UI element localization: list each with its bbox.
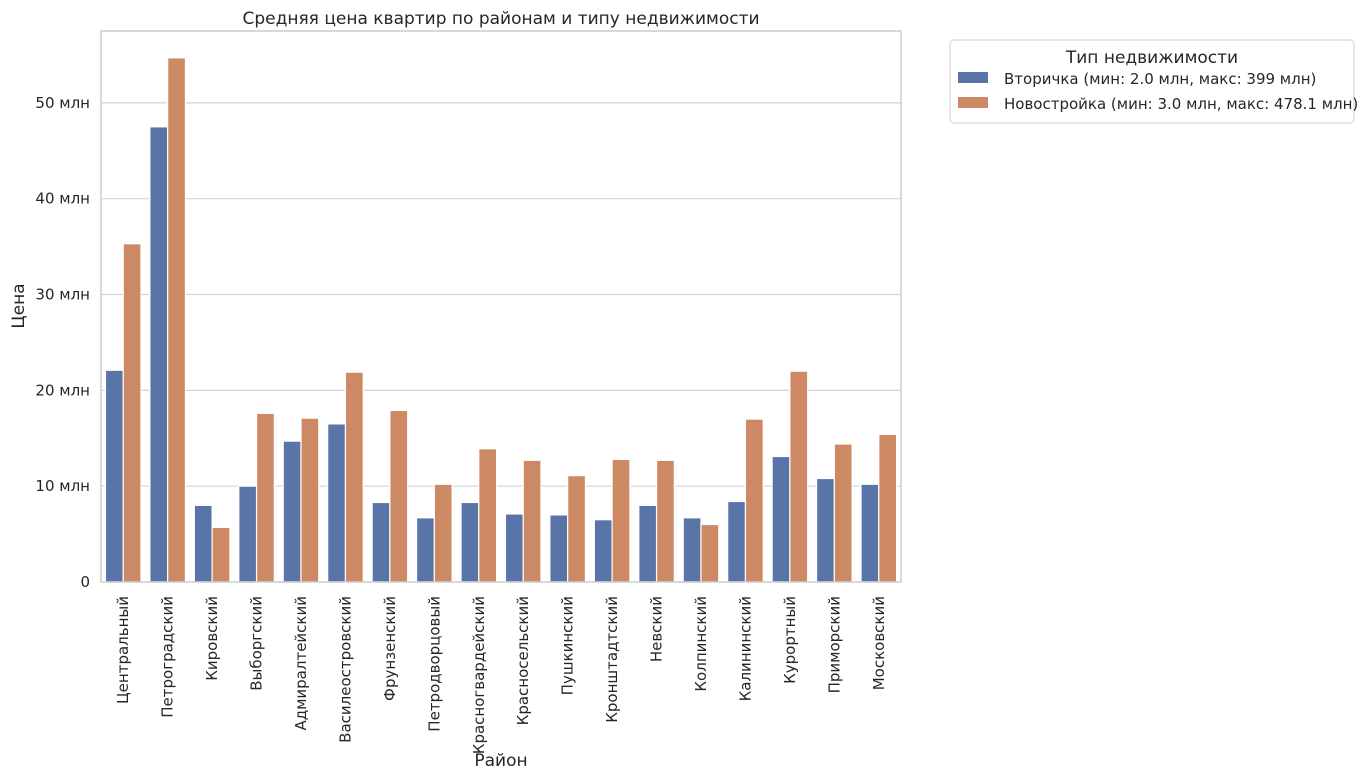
bar-new-build bbox=[433, 483, 453, 583]
legend-title: Тип недвижимости bbox=[1065, 48, 1238, 68]
legend-label-new-build: Новостройка (мин: 3.0 млн, макс: 478.1 м… bbox=[1004, 95, 1358, 113]
legend-label-secondary: Вторичка (мин: 2.0 млн, макс: 399 млн) bbox=[1004, 70, 1316, 88]
x-tick-label: Кронштадтский bbox=[603, 596, 621, 723]
x-tick-label: Кировский bbox=[203, 596, 221, 681]
y-tick-label: 20 млн bbox=[35, 381, 90, 399]
bar-new-build bbox=[833, 443, 853, 583]
bar-secondary bbox=[193, 504, 213, 583]
bar-secondary bbox=[860, 483, 880, 583]
legend: Тип недвижимости Вторичка (мин: 2.0 млн,… bbox=[949, 39, 1358, 124]
bar-secondary bbox=[682, 517, 702, 583]
bar-new-build bbox=[522, 459, 542, 583]
bar-secondary bbox=[815, 477, 835, 583]
x-tick-label: Выборгский bbox=[248, 596, 266, 691]
bar-new-build bbox=[389, 409, 409, 583]
bar-secondary bbox=[460, 501, 480, 583]
y-tick-label: 30 млн bbox=[35, 286, 90, 304]
x-tick-label: Фрунзенский bbox=[381, 596, 399, 701]
bar-new-build bbox=[655, 459, 675, 583]
bar-new-build bbox=[211, 526, 231, 583]
legend-box bbox=[949, 39, 1355, 124]
bar-secondary bbox=[727, 500, 747, 583]
bar-new-build bbox=[700, 523, 720, 583]
x-tick-label: Петродворцовый bbox=[425, 596, 443, 732]
x-tick-label: Московский bbox=[870, 596, 888, 690]
bar-new-build bbox=[789, 370, 809, 583]
legend-swatch-new-build bbox=[958, 97, 988, 108]
plot-frame bbox=[100, 30, 902, 583]
x-tick-label: Адмиралтейский bbox=[292, 596, 310, 731]
bars-layer bbox=[104, 57, 898, 583]
bar-secondary bbox=[415, 517, 435, 583]
bar-secondary bbox=[104, 369, 124, 583]
x-tick-label: Красносельский bbox=[514, 596, 532, 725]
bar-secondary bbox=[504, 513, 524, 583]
legend-swatch-secondary bbox=[958, 72, 988, 83]
bar-secondary bbox=[549, 514, 569, 583]
bar-new-build bbox=[878, 433, 898, 583]
x-tick-label: Калининский bbox=[736, 596, 754, 701]
bar-new-build bbox=[567, 475, 587, 583]
x-tick-label: Пушкинский bbox=[559, 596, 577, 695]
x-tick-label: Василеостровский bbox=[336, 596, 354, 743]
bar-secondary bbox=[638, 504, 658, 583]
x-tick-label: Петроградский bbox=[159, 596, 177, 718]
bar-new-build bbox=[744, 418, 764, 583]
bar-secondary bbox=[371, 501, 391, 583]
bar-secondary bbox=[771, 455, 791, 583]
x-tick-label: Красногвардейский bbox=[470, 596, 488, 754]
x-tick-label: Приморский bbox=[825, 596, 843, 693]
bar-new-build bbox=[255, 412, 275, 583]
bar-new-build bbox=[300, 417, 320, 583]
x-tick-label: Невский bbox=[648, 596, 666, 662]
y-tick-label: 10 млн bbox=[35, 477, 90, 495]
chart-title: Средняя цена квартир по районам и типу н… bbox=[242, 9, 759, 29]
bar-new-build bbox=[478, 448, 498, 583]
bar-new-build bbox=[611, 458, 631, 583]
x-ticks: Центральный Петроградский Кировский Выборгс… bbox=[114, 596, 888, 754]
x-tick-label: Колпинский bbox=[692, 596, 710, 692]
bar-secondary bbox=[282, 440, 302, 583]
y-tick-label: 50 млн bbox=[35, 94, 90, 112]
bar-secondary bbox=[327, 423, 347, 583]
bar-new-build bbox=[344, 371, 364, 583]
y-tick-label: 40 млн bbox=[35, 190, 90, 208]
bar-secondary bbox=[593, 519, 613, 583]
bar-secondary bbox=[238, 485, 258, 583]
y-axis-label: Цена bbox=[9, 283, 29, 328]
y-ticks: 0 10 млн 20 млн 30 млн 40 млн 50 млн bbox=[35, 94, 90, 591]
x-tick-label: Центральный bbox=[114, 596, 132, 704]
bar-new-build bbox=[167, 57, 187, 583]
bar-secondary bbox=[149, 126, 169, 583]
y-tick-label: 0 bbox=[80, 573, 90, 591]
bar-new-build bbox=[122, 243, 142, 583]
grid-layer bbox=[101, 102, 901, 487]
x-tick-label: Курортный bbox=[781, 596, 799, 684]
x-axis-label: Район bbox=[474, 751, 527, 771]
